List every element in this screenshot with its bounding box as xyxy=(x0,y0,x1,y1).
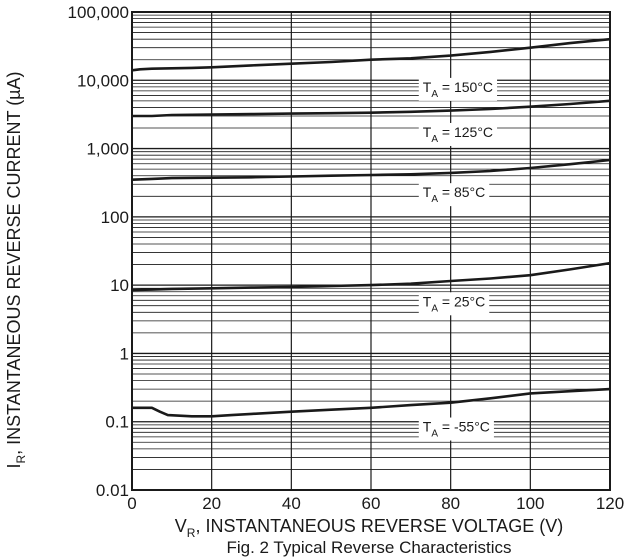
x-tick-label: 120 xyxy=(596,494,624,513)
curve-label-5: TA = -55°C xyxy=(423,419,490,440)
y-tick-label: 100,000 xyxy=(68,3,129,22)
x-tick-labels: 0 20 40 60 80 100 120 xyxy=(127,494,624,513)
x-tick-label: 20 xyxy=(202,494,221,513)
curve-label-background xyxy=(418,122,498,146)
curve-label-background xyxy=(418,417,494,441)
y-tick-label: 1,000 xyxy=(86,140,129,159)
x-tick-label: 100 xyxy=(516,494,544,513)
curve-labels: TA = 150°C TA = 125°C TA = 85°C TA = 25°C TA… xyxy=(418,77,498,441)
curve-label-3: TA = 85°C xyxy=(423,184,485,205)
curve-label-background xyxy=(418,292,490,316)
curve-label-background xyxy=(418,77,498,101)
plot-frame xyxy=(131,11,611,491)
x-tick-label: 40 xyxy=(282,494,301,513)
curve-label-4: TA = 25°C xyxy=(423,293,485,314)
y-tick-labels: 100,000 10,000 1,000 100 10 1 0.1 0.01 xyxy=(68,3,129,500)
x-axis-title: VR, INSTANTANEOUS REVERSE VOLTAGE (V) xyxy=(175,516,563,540)
curve-label-background xyxy=(418,183,490,207)
y-tick-label: 10,000 xyxy=(77,71,129,90)
y-tick-label: 1 xyxy=(120,344,129,363)
x-tick-label: 60 xyxy=(362,494,381,513)
y-tick-label: 100 xyxy=(101,208,129,227)
y-axis-title: IR, INSTANTANEOUS REVERSE CURRENT (µA) xyxy=(4,71,28,468)
figure-caption: Fig. 2 Typical Reverse Characteristics xyxy=(226,538,511,557)
series-line-5 xyxy=(132,387,611,418)
series-line-3 xyxy=(131,158,611,181)
curve-label-1: TA = 150°C xyxy=(423,79,493,100)
series-line-2 xyxy=(132,99,611,118)
y-tick-label: 0.01 xyxy=(96,481,129,500)
series-line-1 xyxy=(131,37,611,72)
series-line-4 xyxy=(131,261,611,292)
curves xyxy=(131,37,611,418)
y-tick-label: 0.1 xyxy=(105,413,129,432)
x-tick-label: 0 xyxy=(127,494,136,513)
grid xyxy=(131,12,611,491)
y-tick-label: 10 xyxy=(110,276,129,295)
x-tick-label: 80 xyxy=(441,494,460,513)
curve-label-2: TA = 125°C xyxy=(423,124,493,145)
